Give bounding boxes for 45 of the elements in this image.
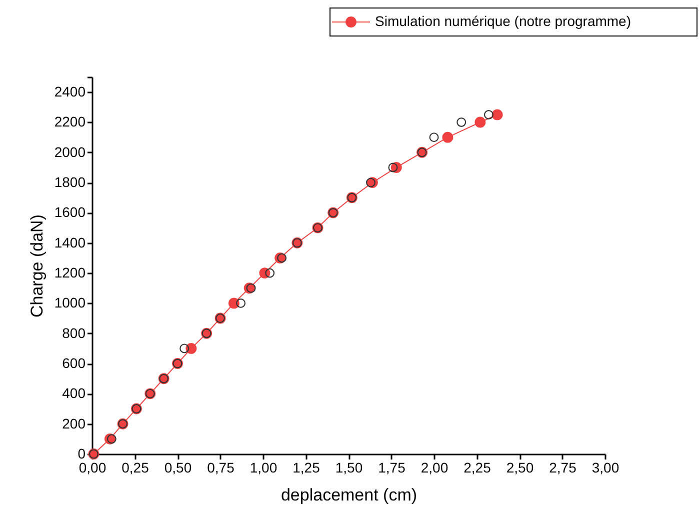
y-tick-label: 0 <box>78 446 86 462</box>
y-tick-label: 1200 <box>54 264 86 281</box>
y-tick-label: 400 <box>62 385 86 402</box>
x-tick-label: 0,25 <box>122 460 150 476</box>
y-tick-label: 800 <box>62 324 86 341</box>
point <box>429 132 439 142</box>
y-tick-label: 1000 <box>54 294 86 311</box>
x-tick-label: 2,75 <box>549 460 577 476</box>
point <box>277 253 287 263</box>
point <box>456 118 466 127</box>
y-tick-label: 2000 <box>54 144 86 160</box>
x-tick-label: 0,50 <box>164 460 192 476</box>
x-tick-label: 3,00 <box>592 460 620 476</box>
point <box>186 342 197 354</box>
point <box>366 178 376 188</box>
x-axis-title: deplacement (cm) <box>280 486 418 504</box>
x-tick-label: 2,50 <box>506 460 534 476</box>
y-tick-label: 1800 <box>54 174 86 190</box>
y-tick-label: 600 <box>62 355 86 372</box>
x-tick-label: 1,25 <box>292 460 320 476</box>
x-tick-label: 1,50 <box>335 460 363 476</box>
point <box>228 298 240 309</box>
point <box>484 110 494 120</box>
x-tick-label: 1,75 <box>378 460 406 476</box>
point <box>265 268 275 278</box>
point <box>442 132 454 143</box>
x-tick-label: 0,00 <box>78 460 106 476</box>
point <box>474 116 486 128</box>
y-tick-label: 1600 <box>54 204 86 220</box>
point <box>180 344 190 354</box>
y-tick-label: 2200 <box>54 114 86 130</box>
point <box>388 162 398 172</box>
point <box>236 298 246 308</box>
x-tick-label: 2,00 <box>420 460 448 476</box>
point <box>492 109 503 120</box>
point <box>246 283 256 293</box>
point <box>106 434 116 444</box>
x-tick-label: 2,25 <box>464 460 492 476</box>
y-tick-label: 200 <box>62 415 86 432</box>
legend-label: Simulation numérique (notre programme) <box>375 13 631 29</box>
y-tick-label: 2400 <box>54 84 86 100</box>
y-axis-title: Charge (daN) <box>27 214 46 318</box>
y-tick-label: 1400 <box>54 234 86 250</box>
x-tick-label: 0,75 <box>207 460 235 476</box>
x-tick-label: 1,00 <box>250 460 278 476</box>
